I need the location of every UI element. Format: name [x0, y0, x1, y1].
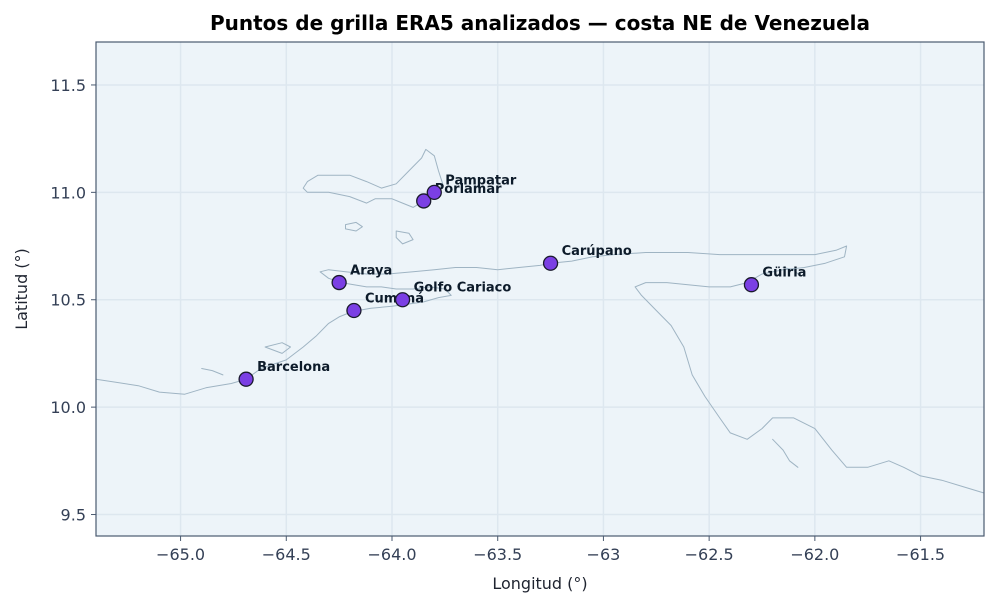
- x-tick-label: −62.5: [685, 545, 734, 564]
- point-label: Golfo Cariaco: [414, 281, 512, 296]
- point-marker: [331, 274, 347, 291]
- point-marker: [426, 184, 442, 200]
- x-tick-label: −63: [587, 545, 621, 564]
- x-tick-label: −64.5: [262, 545, 311, 564]
- grid-point: Pampatar: [426, 173, 517, 200]
- point-label: Porlamar: [435, 182, 502, 197]
- point-label: Barcelona: [257, 360, 330, 375]
- point-label: Araya: [350, 264, 392, 279]
- x-tick-label: −62.0: [790, 545, 839, 564]
- x-tick-label: −64.0: [367, 545, 416, 564]
- x-tick-label: −61.5: [896, 545, 945, 564]
- y-axis-label: Latitud (°): [12, 248, 31, 330]
- grid-lines: [96, 42, 984, 536]
- point-label: Pampatar: [445, 173, 517, 188]
- point-marker: [743, 277, 760, 293]
- grid-point: Golfo Cariaco: [394, 281, 512, 308]
- grid-point: Barcelona: [238, 360, 330, 387]
- y-axis-ticks: 9.5 10.0 10.5 11.0 11.5: [50, 76, 96, 525]
- y-tick-label: 10.5: [50, 291, 86, 310]
- x-axis-label: Longitud (°): [492, 574, 587, 593]
- coastline-segment: [264, 342, 291, 354]
- plot-area: [96, 42, 984, 536]
- point-label: Carúpano: [562, 244, 632, 259]
- point-marker: [238, 371, 254, 387]
- coastline-segment: [772, 438, 799, 468]
- y-tick-label: 10.0: [50, 398, 86, 417]
- plot-frame: [95, 41, 985, 537]
- point-marker: [416, 193, 432, 209]
- x-tick-label: −63.5: [473, 545, 522, 564]
- x-axis-ticks: −65.0 −64.5 −64.0 −63.5 −63 −62.5 −62.0 −61.5: [156, 536, 945, 564]
- point-label: Güiria: [762, 266, 806, 281]
- point-marker: [542, 255, 559, 271]
- coastline-segment: [345, 221, 363, 232]
- point-marker: [346, 302, 362, 319]
- chart-title: Puntos de grilla ERA5 analizados — costa…: [210, 11, 870, 35]
- y-tick-label: 11.5: [50, 76, 86, 95]
- coastline-segment: [95, 245, 985, 494]
- grid-point: Araya: [331, 264, 392, 291]
- grid-point: Carúpano: [542, 244, 632, 271]
- grid-point: Porlamar: [416, 182, 502, 209]
- coastline-segment: [201, 368, 224, 376]
- grid-point: Güiria: [743, 266, 806, 293]
- y-tick-label: 11.0: [50, 183, 86, 202]
- coastline-segment: [782, 267, 799, 275]
- coastline-segment: [395, 230, 414, 245]
- y-tick-label: 9.5: [61, 506, 86, 525]
- x-tick-label: −65.0: [156, 545, 205, 564]
- point-marker: [394, 292, 411, 308]
